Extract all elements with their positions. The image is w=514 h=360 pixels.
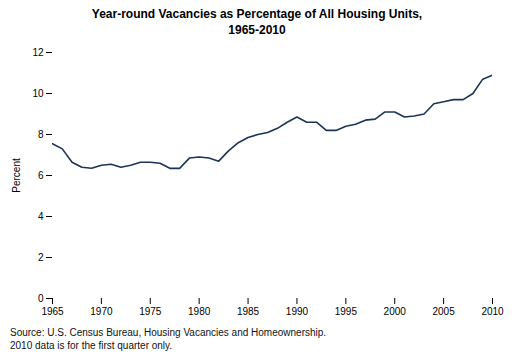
svg-text:1995: 1995 xyxy=(335,306,358,317)
svg-text:1965: 1965 xyxy=(41,306,64,317)
svg-text:1990: 1990 xyxy=(286,306,309,317)
svg-text:2010: 2010 xyxy=(481,306,504,317)
html-text:Year-round Vacancies as Percen: Year-round Vacancies as Percentage of Al… xyxy=(91,7,423,38)
svg-text:6: 6 xyxy=(38,170,44,181)
svg-text:10: 10 xyxy=(32,88,44,99)
svg-text:0: 0 xyxy=(38,293,44,304)
svg-text:12: 12 xyxy=(32,47,44,58)
svg-text:2005: 2005 xyxy=(432,306,455,317)
svg-text:2: 2 xyxy=(38,252,44,263)
svg-text:1980: 1980 xyxy=(188,306,211,317)
svg-text:Percent: Percent xyxy=(11,158,22,193)
svg-text:8: 8 xyxy=(38,129,44,140)
html-text:Source: U.S. Census Bureau, Ho: Source: U.S. Census Bureau, Housing Vaca… xyxy=(10,327,327,352)
svg-text:1975: 1975 xyxy=(139,306,162,317)
svg-text:1970: 1970 xyxy=(90,306,113,317)
svg-text:1985: 1985 xyxy=(237,306,260,317)
svg-text:2000: 2000 xyxy=(384,306,407,317)
svg-text:4: 4 xyxy=(38,211,44,222)
